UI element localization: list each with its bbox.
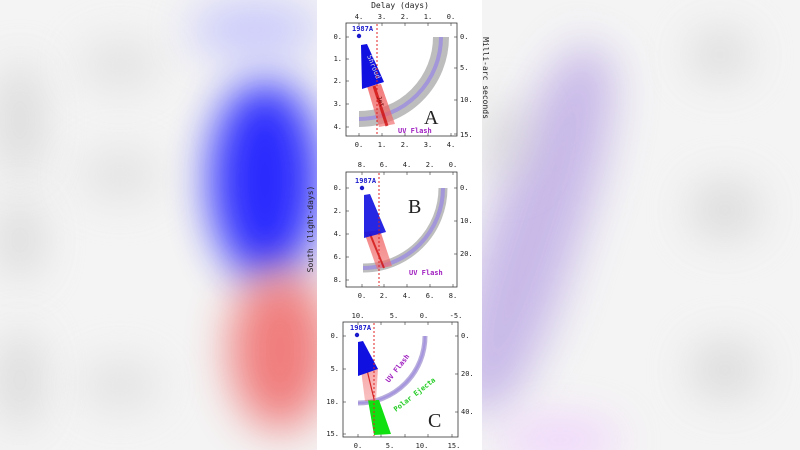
- right-axis-title: Milli-arc seconds: [481, 37, 490, 119]
- tick-label: 0.: [460, 184, 468, 192]
- tick-label: 3.: [378, 13, 386, 21]
- tick-label: 0.: [354, 442, 362, 450]
- left-axis-title: South (light-days): [306, 186, 315, 273]
- tick-label: 10.: [326, 398, 339, 406]
- tick-label: 5.: [460, 64, 468, 72]
- tick-label: 15.: [326, 430, 339, 438]
- tick-label: 15.: [448, 442, 461, 450]
- tick-label: 0.: [460, 33, 468, 41]
- tick-label: 3.: [334, 100, 342, 108]
- tick-label: 4.: [403, 161, 411, 169]
- panel-letter: C: [428, 410, 441, 432]
- tick-label: -5.: [450, 312, 463, 320]
- tick-label: 6.: [380, 161, 388, 169]
- source-label: 1987A: [350, 324, 372, 332]
- tick-label: 10.: [352, 312, 365, 320]
- tick-label: 4.: [355, 13, 363, 21]
- tick-label: 40.: [461, 408, 474, 416]
- panel-letter: A: [424, 107, 439, 129]
- tick-label: 0.: [355, 141, 363, 149]
- tick-label: 5.: [386, 442, 394, 450]
- tick-label: 20.: [460, 250, 473, 258]
- tick-label: 2.: [401, 141, 409, 149]
- tick-label: 4.: [334, 123, 342, 131]
- tick-label: 3.: [424, 141, 432, 149]
- tick-label: 4.: [403, 292, 411, 300]
- source-label: 1987A: [352, 25, 374, 33]
- tick-label: 0.: [358, 292, 366, 300]
- tick-label: 4.: [334, 230, 342, 238]
- tick-label: 1.: [424, 13, 432, 21]
- plot-frame: [342, 321, 459, 438]
- tick-label: 5.: [331, 365, 339, 373]
- uv-flash-label: UV Flash: [409, 269, 443, 277]
- jet-core: [372, 85, 389, 127]
- tick-label: 5.: [390, 312, 398, 320]
- tick-label: 2.: [380, 292, 388, 300]
- shroud-cone: [358, 341, 378, 376]
- shroud-cone: [361, 44, 384, 89]
- tick-label: 2.: [401, 13, 409, 21]
- jet-cone: [364, 230, 392, 269]
- jet-label: Jet: [375, 95, 385, 108]
- jet-core: [369, 233, 385, 269]
- tick-label: 1.: [378, 141, 386, 149]
- tick-label: 10.: [460, 217, 473, 225]
- tick-label: 2.: [426, 161, 434, 169]
- tick-label: 8.: [334, 276, 342, 284]
- uv-flash-label: UV Flash: [398, 127, 432, 135]
- tick-label: 0.: [334, 184, 342, 192]
- tick-label: 10.: [416, 442, 429, 450]
- tick-label: 4.: [447, 141, 455, 149]
- shroud-cone: [364, 194, 386, 238]
- source-dot: [356, 33, 362, 39]
- tick-label: 20.: [461, 370, 474, 378]
- source-dot: [359, 185, 365, 191]
- tick-label: 0.: [420, 312, 428, 320]
- tick-label: 8.: [449, 292, 457, 300]
- panel-letter: B: [408, 196, 421, 218]
- tick-label: 1.: [334, 55, 342, 63]
- panel-b: 1987A B UV Flash 8. 6. 4. 2. 0. 0. 2. 4.…: [334, 161, 473, 300]
- tick-label: 10.: [460, 96, 473, 104]
- source-label: 1987A: [355, 177, 377, 185]
- tick-label: 0.: [461, 332, 469, 340]
- panel-a: Shroud Jet 1987A A UV Flash 4. 3. 2. 1. …: [334, 13, 473, 149]
- jet-core: [366, 369, 375, 400]
- tick-label: 15.: [460, 131, 473, 139]
- tick-label: 6.: [426, 292, 434, 300]
- tick-label: 0.: [331, 332, 339, 340]
- panel-c: 1987A UV Flash Polar Ejecta C 10. 5. 0. …: [326, 312, 473, 450]
- top-axis-title: Delay (days): [371, 1, 429, 10]
- tick-label: 0.: [447, 13, 455, 21]
- tick-label: 2.: [334, 77, 342, 85]
- tick-label: 0.: [449, 161, 457, 169]
- tick-label: 2.: [334, 207, 342, 215]
- tick-label: 6.: [334, 253, 342, 261]
- tick-label: 8.: [358, 161, 366, 169]
- tick-label: 0.: [334, 33, 342, 41]
- source-dot: [354, 332, 360, 338]
